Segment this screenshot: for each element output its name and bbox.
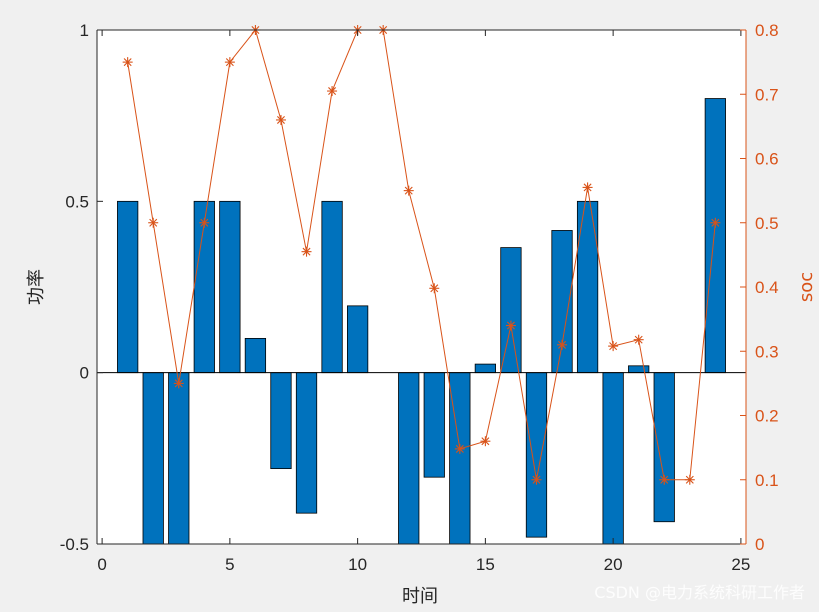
bar-series xyxy=(117,98,726,545)
x-tick-label: 20 xyxy=(604,555,623,574)
bar xyxy=(474,363,496,374)
x-tick-label: 15 xyxy=(476,555,495,574)
y-tick-label: 0.5 xyxy=(65,192,89,211)
bar xyxy=(423,372,445,478)
bar xyxy=(321,200,343,374)
y2-tick-label: 0.8 xyxy=(755,21,779,40)
soc-line-series xyxy=(122,25,721,485)
bar xyxy=(500,247,522,374)
soc-point xyxy=(659,474,670,485)
x-tick-label: 5 xyxy=(225,555,234,574)
soc-point xyxy=(327,86,338,97)
soc-point xyxy=(480,436,491,447)
bar xyxy=(117,200,139,374)
bar xyxy=(628,365,650,374)
soc-point xyxy=(582,182,593,193)
y2-tick-label: 0.5 xyxy=(755,214,779,233)
x-tick-label: 10 xyxy=(348,555,367,574)
axes xyxy=(96,29,747,545)
soc-point xyxy=(710,217,721,228)
bar xyxy=(525,372,548,538)
bar xyxy=(398,372,420,545)
y2-tick-label: 0.6 xyxy=(755,150,779,169)
bar xyxy=(168,372,190,545)
y2-tick-label: 0 xyxy=(755,535,764,554)
bar xyxy=(704,98,726,374)
x-tick-label: 0 xyxy=(97,555,106,574)
bar xyxy=(244,337,267,374)
soc-point xyxy=(224,57,235,68)
bar xyxy=(219,200,241,374)
bar xyxy=(270,372,292,470)
x-tick-label: 25 xyxy=(731,555,750,574)
bar xyxy=(653,372,675,523)
soc-point xyxy=(148,217,159,228)
soc-point xyxy=(199,217,210,228)
soc-point xyxy=(122,57,133,68)
soc-line xyxy=(127,28,716,481)
soc-point xyxy=(557,339,568,350)
x-axis-label: 时间 xyxy=(402,586,438,607)
bar xyxy=(449,372,471,545)
soc-point xyxy=(275,114,286,125)
y2-tick-label: 0.2 xyxy=(755,407,779,426)
soc-point xyxy=(608,341,619,352)
y2-tick-label: 0.3 xyxy=(755,342,779,361)
bar xyxy=(295,372,318,514)
soc-point xyxy=(531,474,542,485)
soc-point xyxy=(429,283,440,294)
y2-tick-label: 0.7 xyxy=(755,85,779,104)
y-tick-label: 1 xyxy=(80,21,89,40)
soc-point xyxy=(684,474,695,485)
bar xyxy=(576,200,599,374)
bar xyxy=(142,372,164,545)
y2-tick-label: 0.4 xyxy=(755,278,779,297)
soc-point xyxy=(173,378,184,389)
y-tick-label: 0 xyxy=(80,364,89,383)
soc-point xyxy=(633,334,644,345)
soc-point xyxy=(505,320,516,331)
soc-point xyxy=(403,185,414,196)
bar xyxy=(347,305,369,374)
y2-axis-label: soc xyxy=(796,272,817,302)
y-axis-label: 功率 xyxy=(26,269,47,305)
bar xyxy=(602,372,624,545)
watermark: CSDN @电力系统科研工作者 xyxy=(594,583,805,602)
soc-point xyxy=(301,246,312,257)
y2-tick-label: 0.1 xyxy=(755,471,779,490)
soc-point xyxy=(454,443,465,454)
y-tick-label: -0.5 xyxy=(60,535,89,554)
tick-labels: 0 5 10 15 20 25-0.500.5100.10.20.30.40.50.60.… xyxy=(60,21,779,574)
